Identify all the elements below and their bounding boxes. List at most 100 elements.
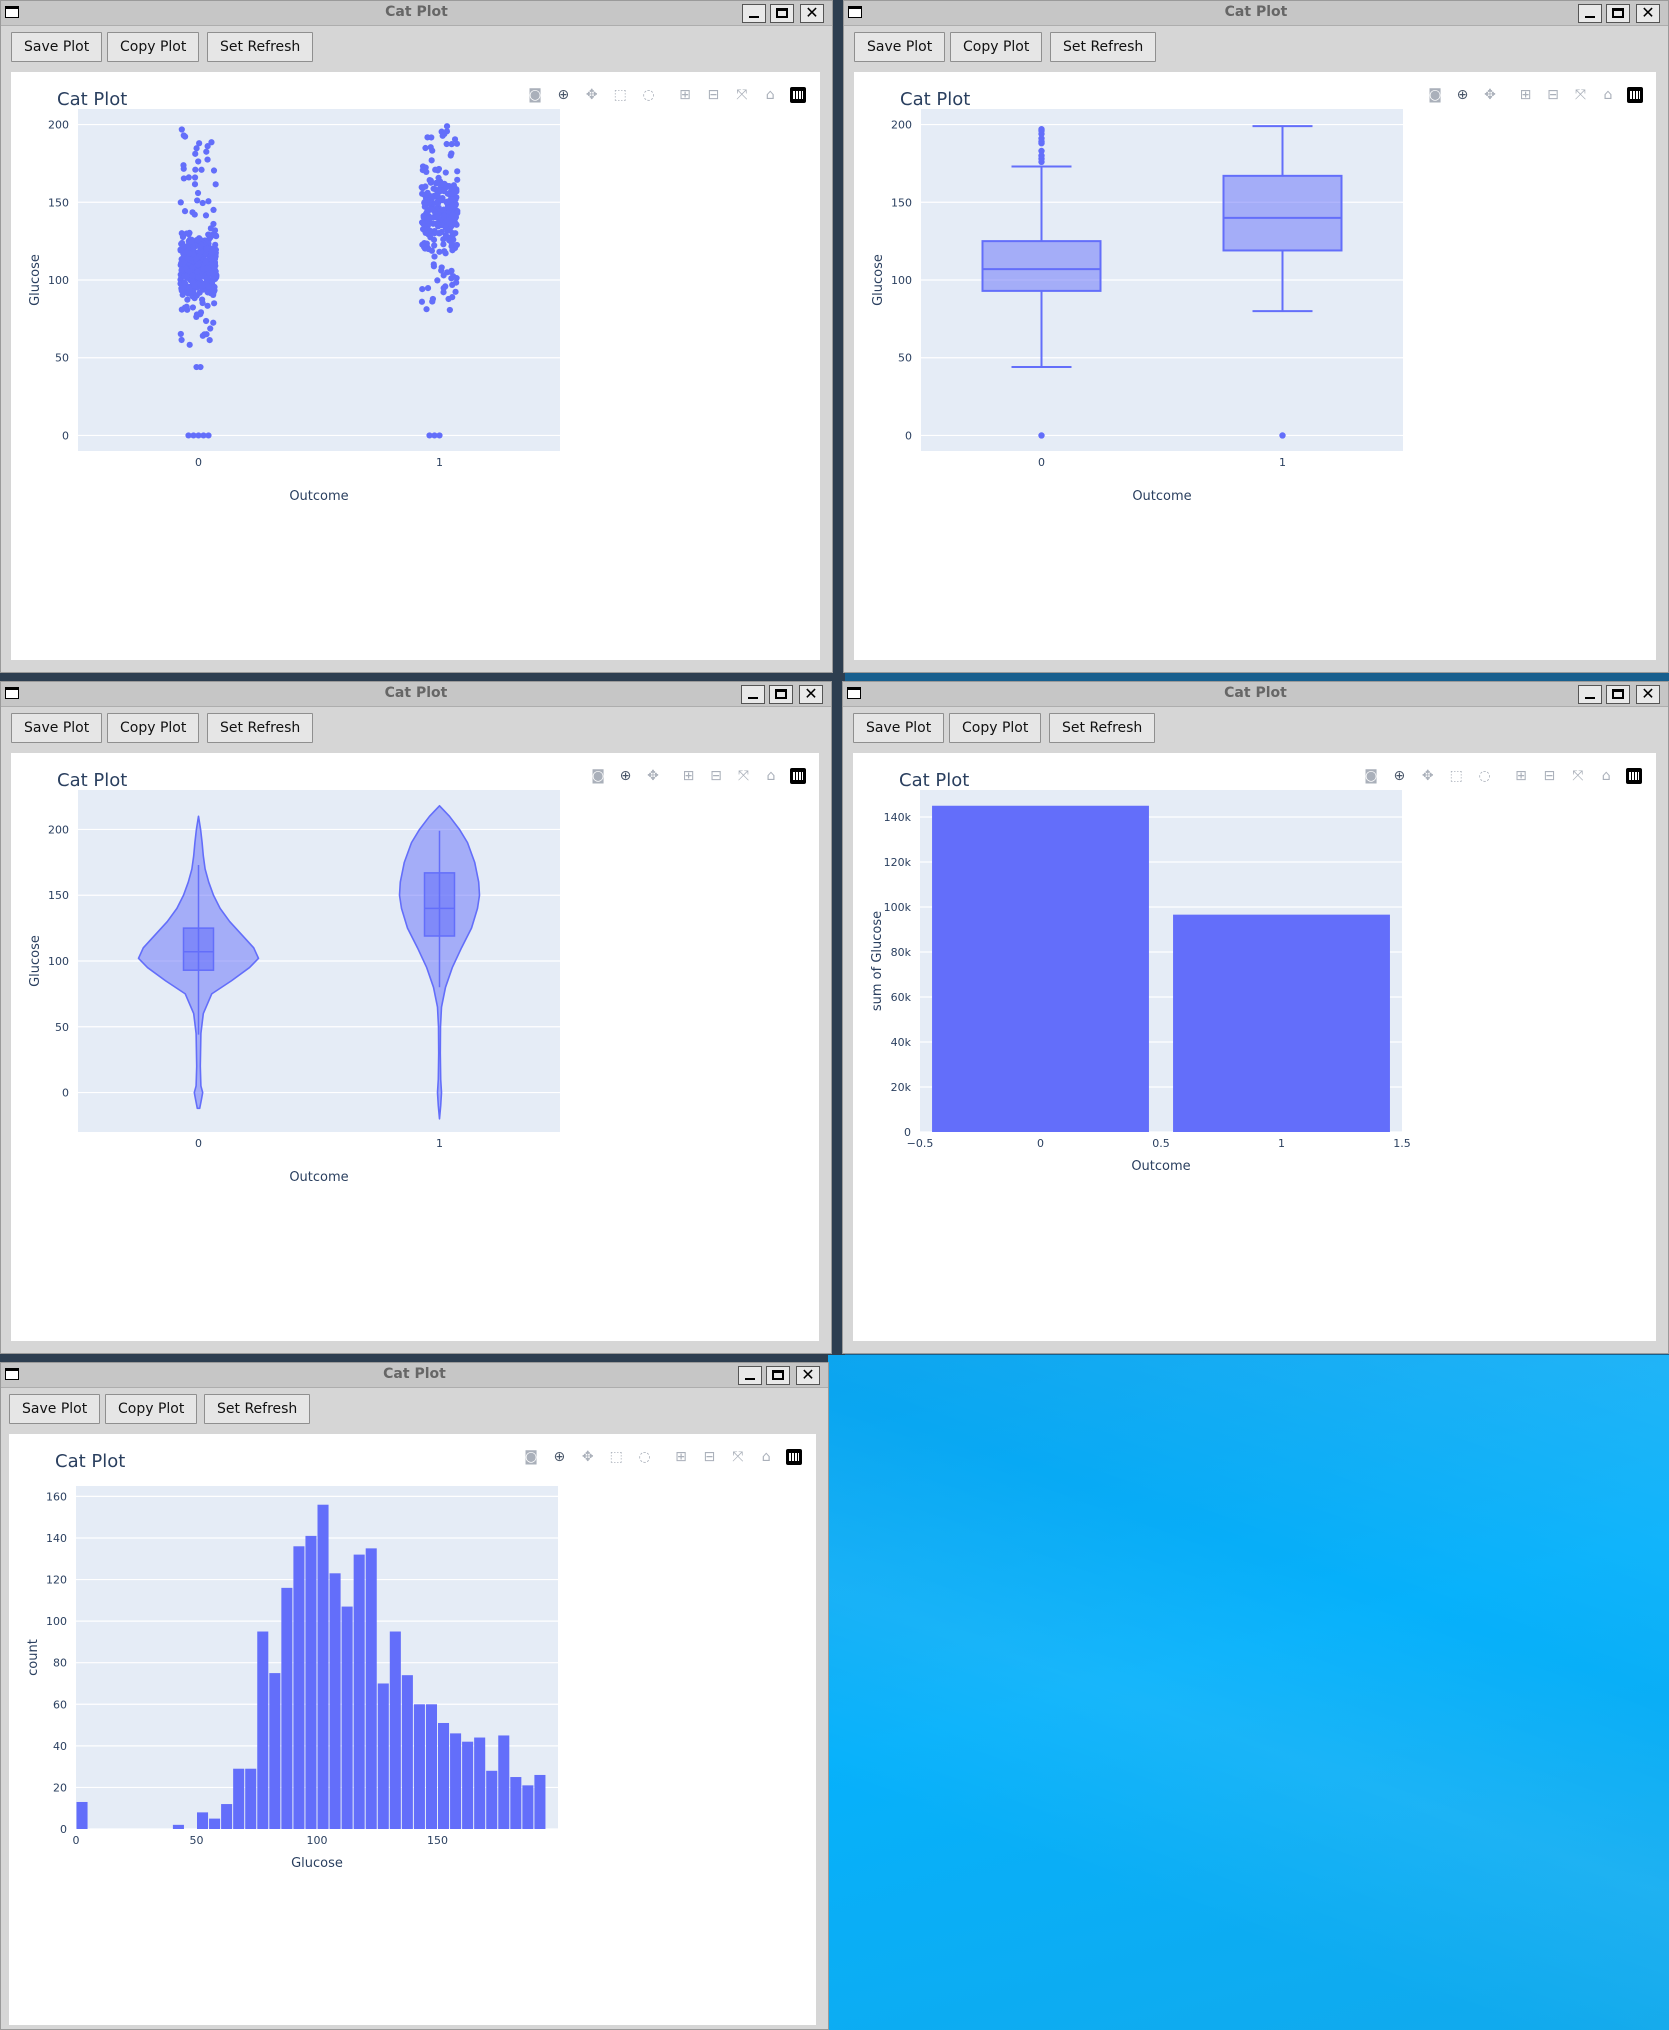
plot-window[interactable]: Cat Plot ✕ Save Plot Copy Plot Set Refre…	[0, 1362, 829, 2030]
save-plot-button[interactable]: Save Plot	[853, 713, 945, 743]
copy-plot-button[interactable]: Copy Plot	[949, 713, 1042, 743]
minimize-button[interactable]	[738, 1366, 762, 1385]
box-select-icon[interactable]: ⬚	[1449, 768, 1463, 784]
plot-window[interactable]: Cat Plot ✕ Save Plot Copy Plot Set Refre…	[0, 681, 832, 1354]
zoom-out-icon[interactable]: ⊟	[710, 768, 722, 784]
camera-icon[interactable]: ◙	[528, 87, 542, 103]
lasso-icon[interactable]: ◌	[1478, 768, 1491, 784]
desktop-wallpaper[interactable]	[828, 1355, 1669, 2030]
copy-plot-button[interactable]: Copy Plot	[950, 32, 1043, 62]
plotly-logo-icon[interactable]	[789, 768, 806, 784]
minimize-button[interactable]	[1578, 4, 1602, 23]
set-refresh-button[interactable]: Set Refresh	[207, 32, 314, 62]
camera-icon[interactable]: ◙	[524, 1449, 538, 1465]
zoom-out-icon[interactable]: ⊟	[707, 87, 720, 103]
window-menu-icon[interactable]	[5, 687, 19, 699]
window-menu-icon[interactable]	[5, 6, 19, 18]
plot-window[interactable]: Cat Plot ✕ Save Plot Copy Plot Set Refre…	[843, 0, 1669, 673]
zoom-in-icon[interactable]: ⊞	[679, 87, 691, 103]
zoom-icon[interactable]: ⊕	[557, 87, 570, 103]
zoom-in-icon[interactable]: ⊞	[1515, 768, 1527, 784]
minimize-button[interactable]	[741, 685, 765, 704]
maximize-button[interactable]	[769, 685, 793, 704]
reset-axes-icon[interactable]: ⌂	[1603, 87, 1613, 103]
plot-area[interactable]: Cat Plot ◙ ⊕ ✥ ⊞ ⊟ ⤧ ⌂ 0 50 100 150 200 0 1 Outcome Gl…	[11, 753, 819, 1341]
close-button[interactable]: ✕	[799, 685, 823, 704]
window-titlebar[interactable]: Cat Plot ✕	[1, 1, 832, 26]
pan-icon[interactable]: ✥	[1484, 87, 1496, 103]
plot-area[interactable]: Cat Plot ◙ ⊕ ✥ ⊞ ⊟ ⤧ ⌂ 0 50 100 150 200 0 1 Outcome Gl…	[854, 72, 1656, 660]
set-refresh-button[interactable]: Set Refresh	[204, 1394, 311, 1424]
autoscale-icon[interactable]: ⤧	[736, 87, 748, 103]
copy-plot-button[interactable]: Copy Plot	[105, 1394, 198, 1424]
set-refresh-button[interactable]: Set Refresh	[1049, 713, 1156, 743]
window-titlebar[interactable]: Cat Plot ✕	[844, 1, 1668, 26]
zoom-icon[interactable]: ⊕	[1393, 768, 1406, 784]
autoscale-icon[interactable]: ⤧	[732, 1449, 744, 1465]
save-plot-button[interactable]: Save Plot	[11, 32, 103, 62]
save-plot-button[interactable]: Save Plot	[9, 1394, 101, 1424]
window-menu-icon[interactable]	[848, 6, 862, 18]
window-titlebar[interactable]: Cat Plot ✕	[1, 1363, 828, 1388]
plotly-logo-icon[interactable]	[1626, 87, 1643, 103]
maximize-button[interactable]	[766, 1366, 790, 1385]
plot-area[interactable]: Cat Plot ◙ ⊕ ✥ ⬚ ◌ ⊞ ⊟ ⤧ ⌂ 0 50 100 150 200 0 1 Outcome…	[11, 72, 820, 660]
window-titlebar[interactable]: Cat Plot ✕	[1, 682, 831, 707]
save-plot-button[interactable]: Save Plot	[854, 32, 946, 62]
set-refresh-button[interactable]: Set Refresh	[1050, 32, 1157, 62]
box-select-icon[interactable]: ⬚	[613, 87, 627, 103]
zoom-in-icon[interactable]: ⊞	[682, 768, 695, 784]
minimize-button[interactable]	[1578, 685, 1602, 704]
autoscale-icon[interactable]: ⤧	[1574, 87, 1587, 103]
maximize-button[interactable]	[1606, 685, 1630, 704]
close-button[interactable]: ✕	[796, 1366, 820, 1385]
zoom-in-icon[interactable]: ⊞	[675, 1449, 687, 1465]
pan-icon[interactable]: ✥	[581, 1449, 594, 1465]
pan-icon[interactable]: ✥	[647, 768, 659, 784]
plot-window[interactable]: Cat Plot ✕ Save Plot Copy Plot Set Refre…	[842, 681, 1669, 1354]
camera-icon[interactable]: ◙	[1364, 768, 1378, 784]
set-refresh-button[interactable]: Set Refresh	[207, 713, 314, 743]
reset-axes-icon[interactable]: ⌂	[765, 87, 775, 103]
camera-icon[interactable]: ◙	[1428, 87, 1442, 103]
autoscale-icon[interactable]: ⤧	[1572, 768, 1584, 784]
copy-plot-button[interactable]: Copy Plot	[107, 713, 200, 743]
zoom-out-icon[interactable]: ⊟	[1543, 768, 1556, 784]
strip-chart[interactable]: 0 50 100 150 200 0 1 Outcome Glucose	[11, 72, 822, 662]
reset-axes-icon[interactable]: ⌂	[1601, 768, 1611, 784]
zoom-out-icon[interactable]: ⊟	[703, 1449, 716, 1465]
zoom-icon[interactable]: ⊕	[619, 768, 632, 784]
plotly-logo-icon[interactable]	[785, 1449, 802, 1465]
autoscale-icon[interactable]: ⤧	[737, 768, 750, 784]
pan-icon[interactable]: ✥	[1421, 768, 1434, 784]
pan-icon[interactable]: ✥	[585, 87, 598, 103]
window-titlebar[interactable]: Cat Plot ✕	[843, 682, 1668, 707]
lasso-icon[interactable]: ◌	[638, 1449, 651, 1465]
violin-chart[interactable]: 0 50 100 150 200 0 1 Outcome Glucose	[11, 753, 821, 1343]
plotly-logo-icon[interactable]	[1625, 768, 1642, 784]
window-menu-icon[interactable]	[5, 1368, 19, 1380]
box-select-icon[interactable]: ⬚	[609, 1449, 623, 1465]
plot-area[interactable]: Cat Plot ◙ ⊕ ✥ ⬚ ◌ ⊞ ⊟ ⤧ ⌂ 0 20 40 60 80 100 120 140 160…	[9, 1434, 816, 2025]
box-chart[interactable]: 0 50 100 150 200 0 1 Outcome Glucose	[854, 72, 1658, 662]
camera-icon[interactable]: ◙	[591, 768, 605, 784]
minimize-button[interactable]	[742, 4, 766, 23]
maximize-button[interactable]	[770, 4, 794, 23]
close-button[interactable]: ✕	[800, 4, 824, 23]
zoom-icon[interactable]: ⊕	[553, 1449, 566, 1465]
lasso-icon[interactable]: ◌	[642, 87, 655, 103]
window-menu-icon[interactable]	[847, 687, 861, 699]
save-plot-button[interactable]: Save Plot	[11, 713, 103, 743]
copy-plot-button[interactable]: Copy Plot	[107, 32, 200, 62]
reset-axes-icon[interactable]: ⌂	[766, 768, 776, 784]
plot-window[interactable]: Cat Plot ✕ Save Plot Copy Plot Set Refre…	[0, 0, 833, 673]
histogram-chart[interactable]: 0 20 40 60 80 100 120 140 160 0 50 100 150 Glucose cou…	[9, 1434, 818, 2027]
zoom-icon[interactable]: ⊕	[1456, 87, 1469, 103]
zoom-in-icon[interactable]: ⊞	[1519, 87, 1532, 103]
plot-area[interactable]: Cat Plot ◙ ⊕ ✥ ⬚ ◌ ⊞ ⊟ ⤧ ⌂ 0 20k 40k 60k 80k 100k 120k…	[853, 753, 1656, 1341]
zoom-out-icon[interactable]: ⊟	[1547, 87, 1559, 103]
maximize-button[interactable]	[1606, 4, 1630, 23]
plotly-logo-icon[interactable]	[789, 87, 806, 103]
close-button[interactable]: ✕	[1636, 4, 1660, 23]
